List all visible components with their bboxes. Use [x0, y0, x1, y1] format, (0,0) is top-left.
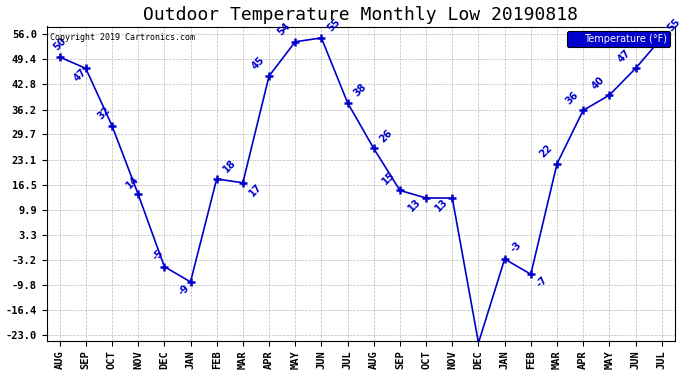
Text: 18: 18	[221, 158, 237, 175]
Text: 13: 13	[433, 197, 449, 213]
Text: 22: 22	[538, 143, 554, 159]
Text: 17: 17	[247, 182, 264, 198]
Text: 55: 55	[326, 17, 342, 34]
Text: -5: -5	[150, 248, 165, 262]
Text: 47: 47	[616, 48, 633, 64]
Text: 55: 55	[666, 17, 682, 34]
Text: -25: -25	[0, 374, 1, 375]
Text: 26: 26	[378, 128, 395, 144]
Text: Copyright 2019 Cartronics.com: Copyright 2019 Cartronics.com	[50, 33, 195, 42]
Text: 47: 47	[72, 67, 88, 84]
Text: 15: 15	[380, 170, 397, 186]
Text: 36: 36	[564, 90, 580, 106]
Text: -9: -9	[177, 282, 191, 297]
Text: 32: 32	[95, 105, 112, 122]
Text: 13: 13	[406, 197, 423, 213]
Text: -3: -3	[509, 240, 524, 255]
Text: 40: 40	[590, 74, 607, 91]
Title: Outdoor Temperature Monthly Low 20190818: Outdoor Temperature Monthly Low 20190818	[143, 6, 578, 24]
Text: 50: 50	[51, 36, 68, 53]
Text: 14: 14	[124, 173, 141, 190]
Text: 38: 38	[352, 82, 368, 99]
Legend: Temperature (°F): Temperature (°F)	[567, 32, 670, 47]
Text: 54: 54	[276, 21, 293, 38]
Text: 45: 45	[250, 55, 266, 72]
Text: -7: -7	[535, 275, 550, 290]
